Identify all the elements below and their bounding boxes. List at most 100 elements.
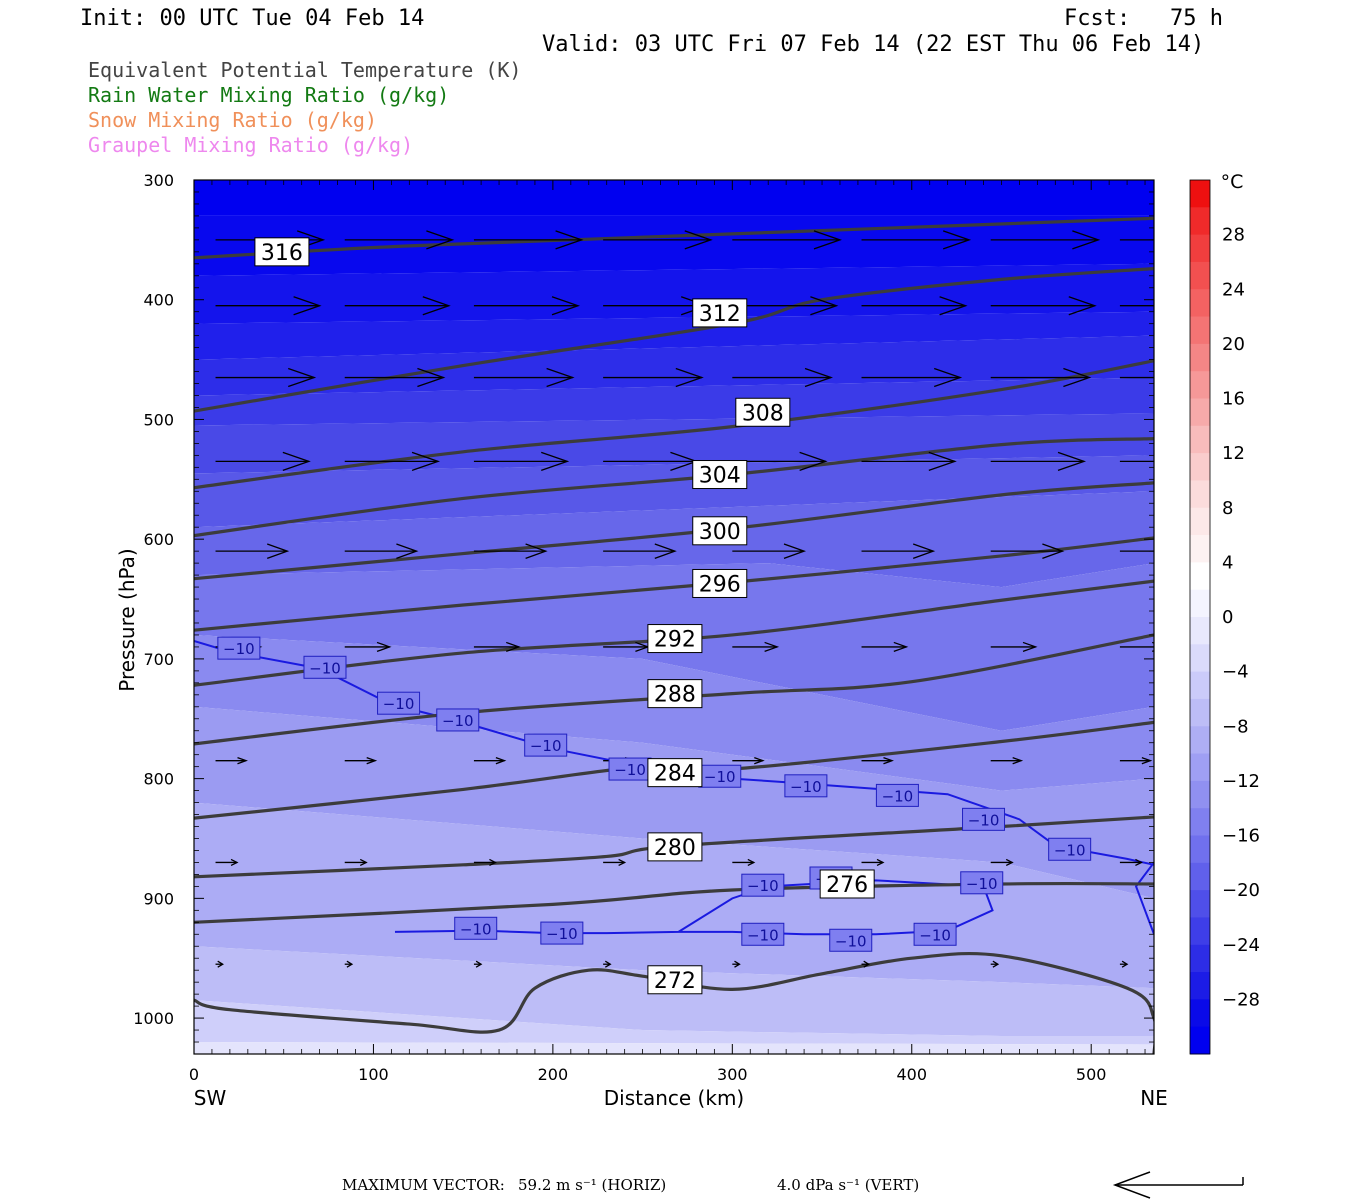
temperature-contour-label-box bbox=[784, 774, 828, 798]
temperature-band bbox=[194, 215, 1154, 276]
colorbar-swatch bbox=[1190, 726, 1210, 755]
wind-vector bbox=[344, 960, 354, 968]
y-tick-label: 800 bbox=[143, 770, 174, 789]
max-vector-horiz: 59.2 m s⁻¹ (HORIZ) bbox=[518, 1176, 667, 1194]
wind-vector bbox=[215, 296, 322, 316]
wind-vector bbox=[215, 367, 317, 388]
wind-vector bbox=[990, 543, 1065, 559]
temperature-contour-label: −10 bbox=[882, 787, 914, 805]
wind-vector bbox=[344, 296, 451, 316]
temperature-contour-label-box bbox=[741, 873, 785, 897]
temperature-band bbox=[194, 263, 1154, 324]
colorbar-swatch bbox=[1190, 917, 1210, 946]
legend-theta-e: Equivalent Potential Temperature (K) bbox=[88, 58, 522, 82]
colorbar-swatch bbox=[1190, 343, 1210, 372]
axes: 0 100 200 300 400 500 300 400 500 600 700 800 900 100… bbox=[133, 171, 1154, 1084]
temperature-band bbox=[194, 1042, 1154, 1054]
theta-e-contour bbox=[194, 633, 1154, 746]
temperature-band bbox=[194, 455, 1154, 528]
wind-vector bbox=[732, 543, 807, 559]
x-tick-label: 400 bbox=[896, 1065, 927, 1084]
temperature-contour-label-box bbox=[962, 807, 1006, 831]
max-vector-label: MAXIMUM VECTOR: bbox=[342, 1176, 505, 1194]
direction-ne: NE bbox=[1140, 1086, 1168, 1110]
wind-vector bbox=[861, 641, 909, 653]
y-tick-label: 600 bbox=[143, 530, 174, 549]
colorbar-swatch bbox=[1190, 480, 1210, 509]
colorbar-swatch bbox=[1190, 371, 1210, 399]
wind-vector bbox=[603, 367, 704, 388]
colorbar-frame bbox=[1189, 179, 1211, 1055]
temperature-contour-label-box bbox=[1048, 837, 1092, 861]
temperature-contour-label: −10 bbox=[442, 712, 474, 730]
temperature-contour-label: −10 bbox=[704, 768, 736, 786]
temperature-contour-label: −10 bbox=[530, 737, 562, 755]
temperature-band bbox=[194, 180, 1154, 216]
temperature-contour-label-box bbox=[741, 922, 785, 946]
colorbar-tick-label: 8 bbox=[1222, 498, 1233, 519]
valid-time: Valid: 03 UTC Fri 07 Feb 14 (22 EST Thu … bbox=[542, 32, 1205, 57]
wind-vector bbox=[344, 641, 392, 653]
wind-vector bbox=[344, 230, 455, 250]
wind-vector bbox=[344, 543, 419, 559]
temperature-contour-label: −10 bbox=[1054, 841, 1086, 859]
theta-e-label-box bbox=[647, 758, 703, 788]
wind-vector bbox=[732, 960, 741, 968]
colorbar-tick-label: −28 bbox=[1222, 989, 1260, 1010]
wind-vector bbox=[1119, 960, 1129, 968]
temperature-contour-label: −10 bbox=[614, 761, 646, 779]
wind-vector bbox=[1119, 376, 1154, 379]
wind-vector bbox=[732, 451, 828, 471]
y-tick-label: 1000 bbox=[133, 1009, 174, 1028]
colorbar-tick-label: −4 bbox=[1222, 662, 1249, 683]
colorbar-tick-label: 0 bbox=[1222, 607, 1233, 628]
x-tick-label: 0 bbox=[189, 1065, 199, 1084]
wind-vector bbox=[861, 960, 870, 968]
wind-vector bbox=[473, 960, 483, 968]
init-time: Init: 00 UTC Tue 04 Feb 14 bbox=[80, 6, 425, 31]
theta-e-label-box bbox=[819, 869, 875, 899]
x-tick-label: 300 bbox=[717, 1065, 748, 1084]
temperature-contour-label: −10 bbox=[966, 875, 998, 893]
colorbar-swatch bbox=[1190, 972, 1210, 1000]
plot-frame bbox=[193, 179, 1155, 1055]
colorbar-swatch bbox=[1190, 234, 1210, 263]
colorbar-swatch bbox=[1190, 671, 1210, 700]
wind-vector bbox=[990, 296, 1097, 316]
colorbar-tick-label: 24 bbox=[1222, 279, 1245, 300]
temperature-contour-label: −10 bbox=[309, 659, 341, 677]
theta-e-label-box bbox=[735, 397, 791, 427]
temperature-band bbox=[194, 377, 1154, 426]
wind-vector bbox=[215, 757, 248, 765]
wind-vector bbox=[990, 858, 1014, 867]
colorbar-tick-label: 12 bbox=[1222, 443, 1245, 464]
temperature-contour-label-box bbox=[454, 916, 498, 940]
temperature-contour-label: −10 bbox=[546, 925, 578, 943]
colorbar-swatch bbox=[1190, 780, 1210, 809]
wind-vector bbox=[603, 960, 612, 968]
colorbar-tick-label: −12 bbox=[1222, 771, 1260, 792]
temperature-contour-label: −10 bbox=[790, 778, 822, 796]
theta-e-label-box bbox=[647, 624, 703, 654]
wind-vector bbox=[215, 960, 224, 968]
colorbar-tick-label: 28 bbox=[1222, 225, 1245, 246]
colorbar-swatch bbox=[1190, 808, 1210, 836]
temperature-band bbox=[194, 413, 1154, 474]
wind-vector bbox=[344, 367, 446, 388]
wind-vector bbox=[473, 451, 570, 471]
wind-vectors bbox=[215, 230, 1154, 968]
wind-vector bbox=[861, 296, 968, 316]
colorbar-swatch bbox=[1190, 261, 1210, 290]
temperature-contour-label: −10 bbox=[460, 920, 492, 938]
temperature-contour-label: −10 bbox=[223, 640, 255, 658]
colorbar-tick-label: 16 bbox=[1222, 389, 1245, 410]
wind-vector bbox=[473, 230, 584, 250]
theta-e-label: 312 bbox=[699, 302, 741, 327]
colorbar-swatch bbox=[1190, 589, 1210, 618]
wind-vector bbox=[1119, 460, 1154, 463]
theta-e-label-box bbox=[692, 298, 748, 328]
wind-vector bbox=[603, 230, 713, 250]
temperature-band bbox=[194, 706, 1154, 899]
theta-e-label: 284 bbox=[654, 762, 696, 787]
colorbar-swatch bbox=[1190, 507, 1210, 536]
